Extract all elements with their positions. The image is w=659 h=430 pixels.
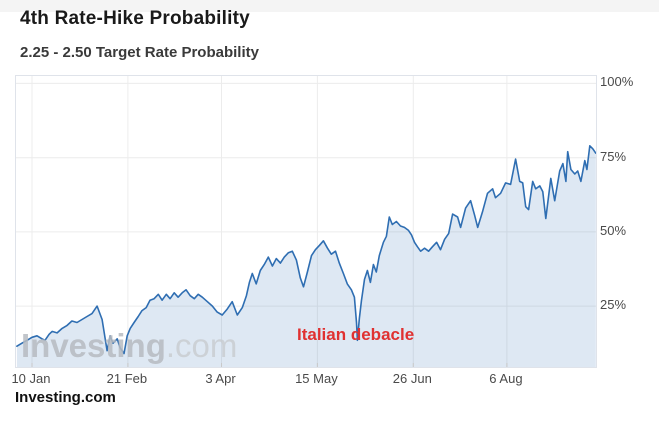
probability-area-fill <box>16 145 596 367</box>
x-axis-label: 15 May <box>295 371 338 386</box>
x-axis-label: 6 Aug <box>489 371 523 386</box>
top-border-strip <box>0 0 659 12</box>
plot-area: Investing.com Italian debacle <box>15 75 597 368</box>
x-axis-label: 21 Feb <box>106 371 148 386</box>
y-axis-label: 100% <box>600 74 634 90</box>
probability-area-chart <box>16 76 596 367</box>
y-axis-label: 75% <box>600 148 627 164</box>
chart-subtitle: 2.25 - 2.50 Target Rate Probability <box>20 44 259 61</box>
y-axis-label: 25% <box>600 297 627 313</box>
y-axis-label: 50% <box>600 222 627 238</box>
x-axis-label: 3 Apr <box>205 371 236 386</box>
x-axis-label: 26 Jun <box>392 371 432 386</box>
x-axis-label: 10 Jan <box>11 371 51 386</box>
page-title: 4th Rate-Hike Probability <box>20 8 250 29</box>
source-credit: Investing.com <box>15 389 116 406</box>
annotation-italian-debacle: Italian debacle <box>297 325 415 344</box>
probability-line <box>16 145 596 355</box>
